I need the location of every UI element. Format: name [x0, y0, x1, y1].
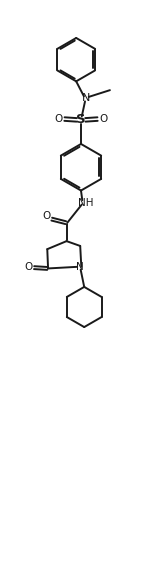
- Text: N: N: [75, 262, 83, 272]
- Text: O: O: [24, 262, 32, 273]
- Text: O: O: [42, 211, 51, 221]
- Text: N: N: [82, 93, 90, 103]
- Text: S: S: [76, 113, 86, 126]
- Text: O: O: [54, 114, 62, 123]
- Text: O: O: [100, 114, 108, 123]
- Text: NH: NH: [78, 197, 94, 208]
